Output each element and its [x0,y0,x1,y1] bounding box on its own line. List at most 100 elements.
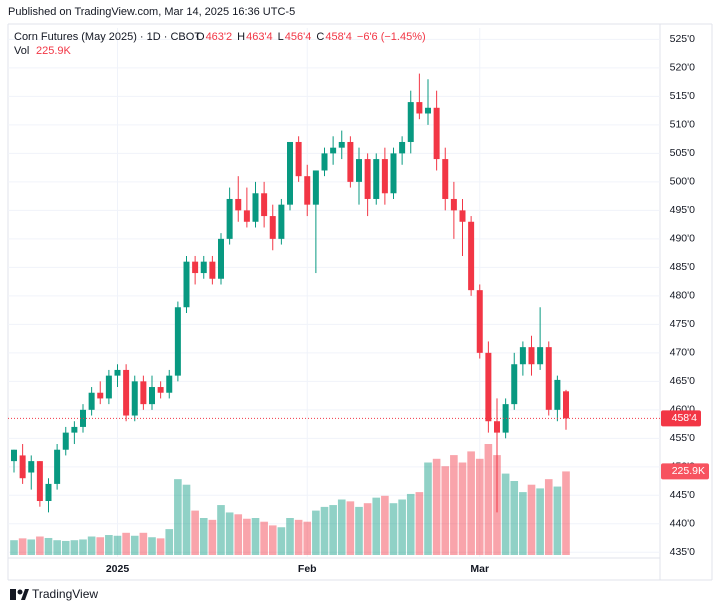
candle-body [356,159,362,182]
candle-body [192,261,199,274]
volume-bar [320,506,329,555]
legend-ohlc: O 463'2 H 463'4 L 456'4 C 458'4 −6'6 (−1.45%) [196,31,426,43]
volume-bar [277,527,286,555]
volume-bar [441,466,450,555]
volume-bar [139,532,148,555]
volume-bar [260,521,268,555]
candle-body [476,290,483,353]
y-tick-label: 485'0 [670,261,696,273]
volume-bar [329,505,337,555]
price-tag-label: 458'4 [672,412,698,424]
volume-bar [475,458,484,555]
volume-bar [424,462,432,555]
candle-body [269,216,276,239]
y-tick-label: 525'0 [670,33,696,45]
x-tick-label: Mar [470,563,489,575]
volume-bar [165,529,174,555]
y-tick-label: 505'0 [670,147,696,159]
y-tick-label: 440'0 [670,518,696,530]
logo-part [17,589,23,595]
candle-body [114,369,121,376]
y-tick-label: 490'0 [670,233,696,245]
volume-bar [156,538,165,555]
volume-bar [36,536,44,555]
candle-body [381,159,388,194]
candle-body [157,387,164,393]
volume-bar [337,499,346,555]
volume-bar [79,539,87,555]
volume-bar [432,458,441,555]
volume-tag-label: 225.9K [672,465,705,477]
candles [8,73,660,513]
candle-body [364,159,371,199]
candle-body [200,261,207,274]
candle-body [123,369,130,416]
legend-value: 458'4 [325,31,352,43]
candle-body [19,455,26,479]
volume-bar [381,495,389,555]
volume-bar [510,481,519,555]
y-tick-label: 445'0 [670,489,696,501]
candle-body [338,141,345,148]
volume-bar [53,540,61,555]
volume-bar [44,537,53,555]
y-tick-label: 515'0 [670,90,696,102]
candle-body [252,193,259,222]
volume-bar [217,505,225,555]
volume-bar [174,479,182,555]
grid [8,28,660,558]
candle-body [433,107,440,160]
volume-bar [484,444,493,555]
candle-body [261,193,268,217]
candle-body [459,210,466,222]
volume-bar [312,510,320,555]
candle-body [519,347,526,365]
legend-value: 456'4 [285,31,312,43]
volume-bar [450,455,458,555]
legend-value: 463'2 [206,31,233,43]
brand-name: TradingView [32,587,98,601]
volume-bar [105,535,113,555]
y-tick-label: 510'0 [670,119,696,131]
candle-body [485,352,492,422]
candle-body [545,347,552,410]
candle-body [287,141,293,205]
y-tick-label: 520'0 [670,62,696,74]
brand: TradingView [10,587,98,601]
candle-body [390,153,397,194]
volume-bar [458,462,467,555]
published-note: Published on TradingView.com, Mar 14, 20… [8,6,295,18]
candle-body [209,261,216,279]
candle-body [330,147,337,154]
candle-body [278,204,285,239]
candle-body [399,141,406,154]
volume-bar [70,540,79,555]
volume-bar [363,503,372,555]
volume-bar [398,499,406,555]
candle-body [71,426,78,433]
volume-bar [61,540,70,555]
volume-bar [122,532,130,555]
volume-tag [661,463,709,480]
volume-bar [562,471,570,555]
candle-body [295,141,302,177]
y-tick-label: 435'0 [670,546,696,558]
volume-bar [519,492,527,555]
candle-body [494,421,500,433]
candle-body [45,483,52,502]
volume-bar [225,512,234,555]
candle-body [537,347,544,365]
candle-body [502,404,509,433]
candle-body [416,102,423,114]
logo-part [10,589,16,600]
candle-body [218,238,224,279]
volume-bar [113,535,122,555]
volume-bar [527,484,536,555]
volume-bar [355,506,363,555]
legend-value: 463'4 [246,31,273,43]
volume-bar [182,484,191,555]
volume-bar [415,492,424,555]
volume-bar [553,486,562,555]
